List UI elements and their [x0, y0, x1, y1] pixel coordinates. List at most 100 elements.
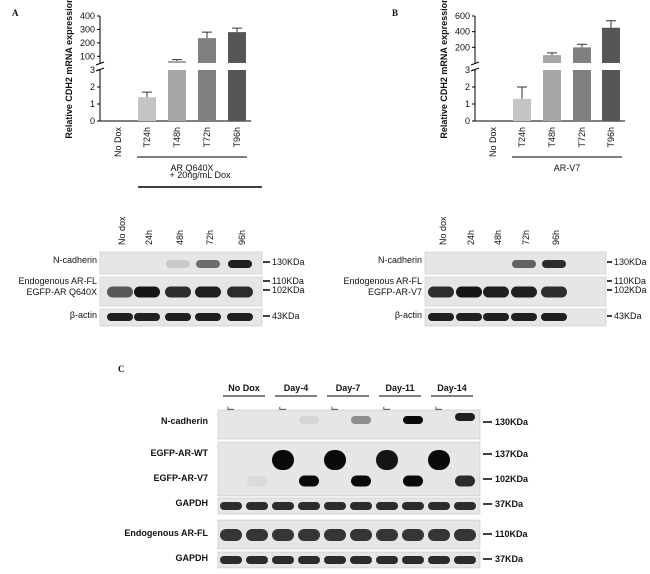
- blot-band: [195, 313, 221, 321]
- lane-label: 48h: [175, 230, 185, 245]
- marker-label: 102KDa: [272, 285, 305, 295]
- blot-band: [246, 529, 268, 541]
- error-bar: [547, 52, 557, 56]
- blot-band: [107, 286, 133, 298]
- blot-band: [542, 260, 566, 268]
- row-label: Endogenous AR-FL: [18, 276, 97, 286]
- blot-band: [350, 502, 372, 510]
- y-axis-label: Relative CDH2 mRNA expression: [64, 0, 74, 139]
- blot-band: [454, 529, 476, 541]
- row-label: EGFP-AR-V7: [153, 473, 208, 483]
- blot-band: [428, 286, 454, 298]
- blot-band: [107, 313, 133, 321]
- panel-letter: C: [118, 364, 125, 374]
- error-bar: [606, 20, 616, 28]
- y-axis-label: Relative CDH2 mRNA expression: [439, 0, 449, 139]
- lane-label: 96h: [237, 230, 247, 245]
- error-bar: [517, 86, 527, 99]
- row-label: Endogenous AR-FL: [343, 276, 422, 286]
- blot-band: [246, 556, 268, 564]
- blot-band: [455, 413, 475, 421]
- marker-label: 102KDa: [495, 474, 529, 484]
- row-label: EGFP-AR-V7: [368, 287, 422, 297]
- blot-band: [402, 556, 424, 564]
- bar: [168, 60, 186, 121]
- blot-band: [228, 260, 252, 268]
- lane-label: 72h: [205, 230, 215, 245]
- axis-break: [470, 61, 480, 66]
- y-tick-label: 2: [465, 82, 470, 92]
- blot-band: [454, 556, 476, 564]
- blot-band: [455, 475, 475, 487]
- blot-band: [376, 502, 398, 510]
- blot-strip: [217, 409, 481, 440]
- blot-band: [272, 529, 294, 541]
- lane-label: 48h: [493, 230, 503, 245]
- blot-band: [324, 556, 346, 564]
- error-bar: [142, 91, 152, 98]
- blot-band: [403, 475, 423, 487]
- blot-band: [428, 450, 450, 470]
- y-tick-label: 400: [80, 11, 95, 21]
- blot-band: [272, 450, 294, 470]
- row-label: EGFP-AR-WT: [151, 448, 209, 458]
- blot-band: [511, 313, 537, 321]
- bar: [573, 47, 591, 122]
- blot-band: [298, 529, 320, 541]
- blot-band: [376, 529, 398, 541]
- group-label: Day-4: [284, 383, 309, 393]
- blot-band: [298, 556, 320, 564]
- lane-label: 24h: [466, 230, 476, 245]
- y-tick-label: 3: [90, 65, 95, 75]
- blot-band: [350, 529, 372, 541]
- blot-band: [428, 529, 450, 541]
- blot-band: [246, 502, 268, 510]
- error-bar: [202, 31, 212, 39]
- y-tick-label: 2: [90, 82, 95, 92]
- row-label: β-actin: [70, 310, 97, 320]
- group-label: Day-11: [385, 383, 414, 393]
- x-tick-label: No Dox: [488, 127, 498, 158]
- y-tick-label: 100: [80, 51, 95, 61]
- blot-band: [512, 260, 536, 268]
- marker-label: 130KDa: [614, 257, 647, 267]
- bar: [138, 97, 156, 121]
- blot-band: [541, 286, 567, 298]
- x-tick-label: T96h: [606, 127, 616, 148]
- blot-band: [324, 502, 346, 510]
- bar: [198, 38, 216, 121]
- row-label: β-actin: [395, 310, 422, 320]
- row-label: EGFP-AR Q640X: [26, 287, 97, 297]
- y-tick-label: 3: [465, 65, 470, 75]
- bar: [513, 98, 531, 121]
- marker-label: 43KDa: [272, 311, 300, 321]
- group-label: No Dox: [228, 383, 260, 393]
- row-label: N-cadherin: [53, 255, 97, 265]
- marker-label: 110KDa: [495, 529, 529, 539]
- blot-band: [511, 286, 537, 298]
- group-label: AR Q640X: [170, 163, 213, 173]
- lane-label: No dox: [117, 216, 127, 245]
- blot-band: [456, 313, 482, 321]
- marker-label: 43KDa: [614, 311, 642, 321]
- x-tick-label: T72h: [577, 127, 587, 148]
- bar: [228, 32, 246, 121]
- blot-band: [195, 286, 221, 298]
- panel-letter: B: [392, 8, 398, 18]
- group-label: Day-7: [336, 383, 361, 393]
- blot-band: [428, 502, 450, 510]
- bar: [543, 55, 561, 121]
- blot-band: [483, 286, 509, 298]
- blot-band: [324, 450, 346, 470]
- blot-band: [428, 313, 454, 321]
- blot-band: [541, 313, 567, 321]
- row-label: N-cadherin: [161, 416, 208, 426]
- blot-band: [196, 260, 220, 268]
- blot-band: [227, 313, 253, 321]
- x-tick-label: T48h: [172, 127, 182, 148]
- row-label: GAPDH: [175, 553, 208, 563]
- blot-band: [227, 286, 253, 298]
- error-bar: [172, 59, 182, 61]
- blot-band: [403, 416, 423, 424]
- blot-band: [376, 450, 398, 470]
